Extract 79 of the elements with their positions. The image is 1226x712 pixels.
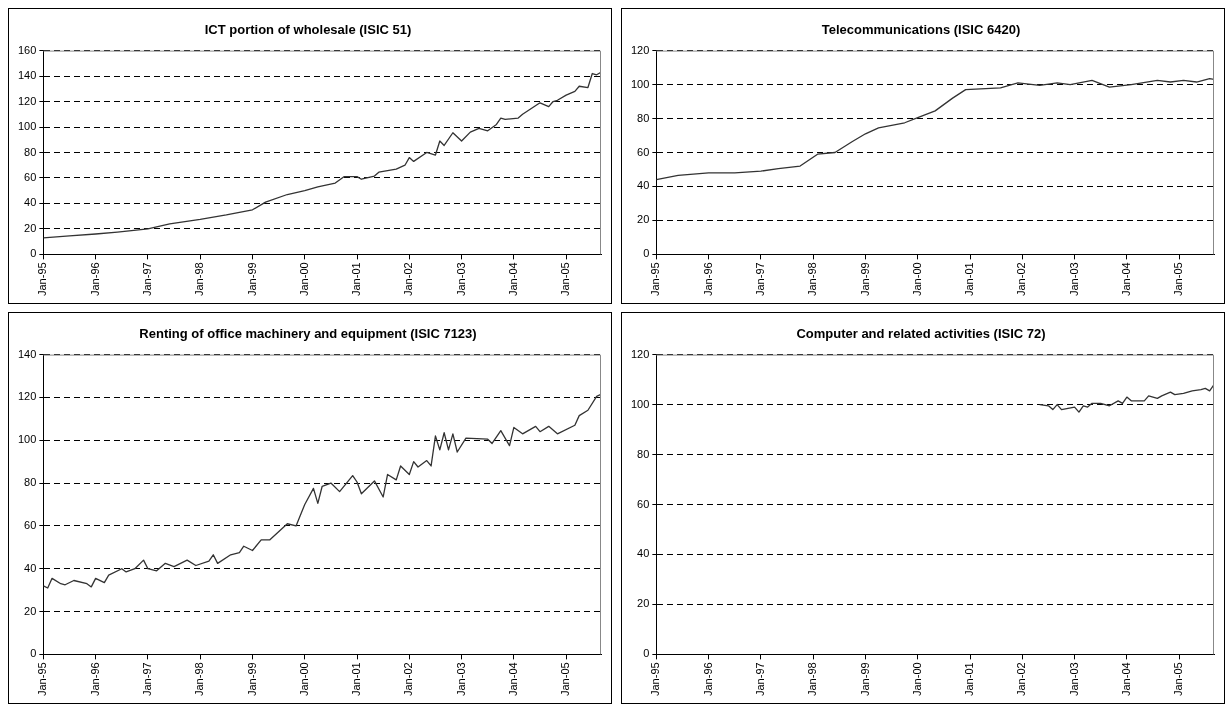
x-tick-label: Jan-04 (506, 262, 519, 297)
y-tick-label: 20 (637, 597, 650, 610)
y-tick-label: 140 (17, 347, 37, 360)
x-tick-label: Jan-96 (701, 262, 714, 297)
x-tick-label: Jan-01 (963, 662, 976, 697)
x-tick-label: Jan-97 (140, 262, 153, 297)
x-tick-label: Jan-03 (454, 262, 467, 297)
x-tick-label: Jan-02 (1015, 262, 1028, 297)
chart-title: ICT portion of wholesale (ISIC 51) (204, 22, 412, 38)
x-tick-label: Jan-95 (649, 662, 662, 697)
y-tick-label: 100 (17, 433, 37, 446)
x-tick-label: Jan-04 (1119, 662, 1132, 697)
chart-title: Telecommunications (ISIC 6420) (821, 22, 1021, 38)
chart-title: Renting of office machinery and equipment (ISIC 7123) (139, 326, 477, 342)
x-tick-label: Jan-96 (88, 662, 101, 697)
x-tick-label: Jan-97 (753, 262, 766, 297)
x-tick-label: Jan-99 (245, 262, 258, 297)
x-tick-label: Jan-03 (1067, 262, 1080, 297)
y-tick-label: 60 (637, 145, 650, 158)
x-tick-label: Jan-97 (140, 662, 153, 697)
x-tick-label: Jan-96 (701, 662, 714, 697)
x-tick-label: Jan-02 (1015, 662, 1028, 697)
x-tick-label: Jan-97 (753, 662, 766, 697)
x-tick-label: Jan-99 (858, 262, 871, 297)
x-tick-label: Jan-98 (193, 662, 206, 697)
x-tick-label: Jan-03 (454, 662, 467, 697)
x-tick-label: Jan-01 (350, 262, 363, 297)
x-tick-label: Jan-05 (1172, 262, 1185, 297)
x-tick-label: Jan-02 (402, 662, 415, 697)
y-tick-label: 120 (630, 43, 650, 56)
y-tick-label: 60 (24, 170, 37, 183)
x-tick-label: Jan-98 (193, 262, 206, 297)
x-tick-label: Jan-03 (1067, 662, 1080, 697)
x-tick-label: Jan-95 (36, 262, 49, 297)
x-tick-label: Jan-98 (806, 662, 819, 697)
y-tick-label: 40 (637, 179, 650, 192)
y-tick-label: 40 (24, 196, 37, 209)
y-tick-label: 120 (630, 347, 650, 360)
y-tick-label: 0 (643, 647, 650, 660)
y-tick-label: 0 (30, 647, 37, 660)
x-tick-label: Jan-04 (1119, 262, 1132, 297)
y-tick-label: 100 (630, 397, 650, 410)
x-tick-label: Jan-04 (506, 662, 519, 697)
x-tick-label: Jan-95 (36, 662, 49, 697)
y-tick-label: 120 (17, 94, 37, 107)
y-tick-label: 80 (637, 111, 650, 124)
y-tick-label: 0 (643, 247, 650, 260)
x-tick-label: Jan-00 (910, 262, 923, 297)
x-tick-label: Jan-01 (963, 262, 976, 297)
y-tick-label: 100 (17, 120, 37, 133)
y-tick-label: 100 (630, 77, 650, 90)
y-tick-label: 80 (637, 447, 650, 460)
y-tick-label: 0 (30, 247, 37, 260)
x-tick-label: Jan-00 (297, 662, 310, 697)
y-tick-label: 20 (24, 604, 37, 617)
y-tick-label: 120 (17, 390, 37, 403)
y-tick-label: 140 (17, 69, 37, 82)
x-tick-label: Jan-99 (858, 662, 871, 697)
y-tick-label: 20 (24, 221, 37, 234)
x-tick-label: Jan-05 (559, 662, 572, 697)
y-tick-label: 40 (24, 561, 37, 574)
x-tick-label: Jan-95 (649, 262, 662, 297)
y-tick-label: 160 (17, 43, 37, 56)
x-tick-label: Jan-00 (910, 662, 923, 697)
x-tick-label: Jan-98 (806, 262, 819, 297)
x-tick-label: Jan-01 (350, 662, 363, 697)
y-tick-label: 60 (24, 518, 37, 531)
y-tick-label: 80 (24, 145, 37, 158)
x-tick-label: Jan-05 (559, 262, 572, 297)
y-tick-label: 80 (24, 476, 37, 489)
chart-title: Computer and related activities (ISIC 72) (796, 326, 1046, 342)
x-tick-label: Jan-02 (402, 262, 415, 297)
x-tick-label: Jan-99 (245, 662, 258, 697)
x-tick-label: Jan-00 (297, 262, 310, 297)
y-tick-label: 40 (637, 547, 650, 560)
x-tick-label: Jan-96 (88, 262, 101, 297)
x-tick-label: Jan-05 (1172, 662, 1185, 697)
y-tick-label: 60 (637, 497, 650, 510)
y-tick-label: 20 (637, 213, 650, 226)
